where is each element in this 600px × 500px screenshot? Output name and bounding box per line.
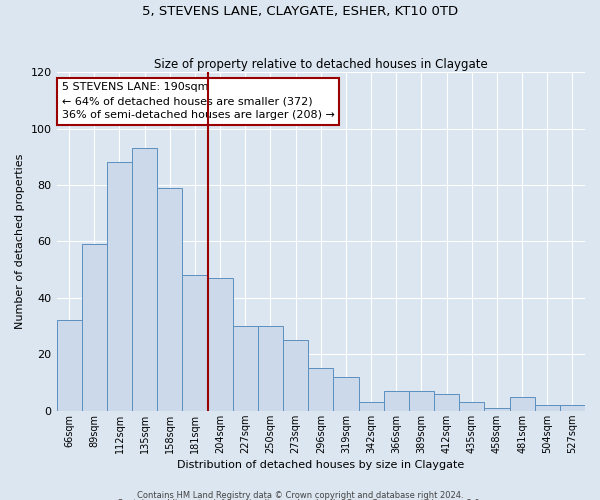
Bar bbox=[132, 148, 157, 411]
Bar bbox=[484, 408, 509, 411]
Bar bbox=[509, 396, 535, 411]
Bar bbox=[182, 276, 208, 411]
Bar bbox=[308, 368, 334, 411]
Bar bbox=[157, 188, 182, 411]
Bar bbox=[82, 244, 107, 411]
Bar bbox=[233, 326, 258, 411]
Bar bbox=[409, 391, 434, 411]
Bar bbox=[459, 402, 484, 411]
Bar bbox=[434, 394, 459, 411]
Bar bbox=[334, 377, 359, 411]
Text: 5 STEVENS LANE: 190sqm
← 64% of detached houses are smaller (372)
36% of semi-de: 5 STEVENS LANE: 190sqm ← 64% of detached… bbox=[62, 82, 335, 120]
Y-axis label: Number of detached properties: Number of detached properties bbox=[15, 154, 25, 329]
Bar bbox=[383, 391, 409, 411]
Text: Contains HM Land Registry data © Crown copyright and database right 2024.: Contains HM Land Registry data © Crown c… bbox=[137, 490, 463, 500]
Bar bbox=[56, 320, 82, 411]
Text: 5, STEVENS LANE, CLAYGATE, ESHER, KT10 0TD: 5, STEVENS LANE, CLAYGATE, ESHER, KT10 0… bbox=[142, 5, 458, 18]
Bar bbox=[359, 402, 383, 411]
X-axis label: Distribution of detached houses by size in Claygate: Distribution of detached houses by size … bbox=[177, 460, 464, 470]
Title: Size of property relative to detached houses in Claygate: Size of property relative to detached ho… bbox=[154, 58, 488, 71]
Bar bbox=[535, 405, 560, 411]
Bar bbox=[283, 340, 308, 411]
Bar bbox=[107, 162, 132, 411]
Bar bbox=[560, 405, 585, 411]
Bar bbox=[258, 326, 283, 411]
Bar bbox=[208, 278, 233, 411]
